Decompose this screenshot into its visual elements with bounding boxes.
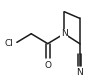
Text: N: N: [61, 29, 68, 38]
Text: O: O: [44, 61, 51, 70]
Text: Cl: Cl: [4, 39, 13, 48]
Text: N: N: [76, 68, 83, 77]
